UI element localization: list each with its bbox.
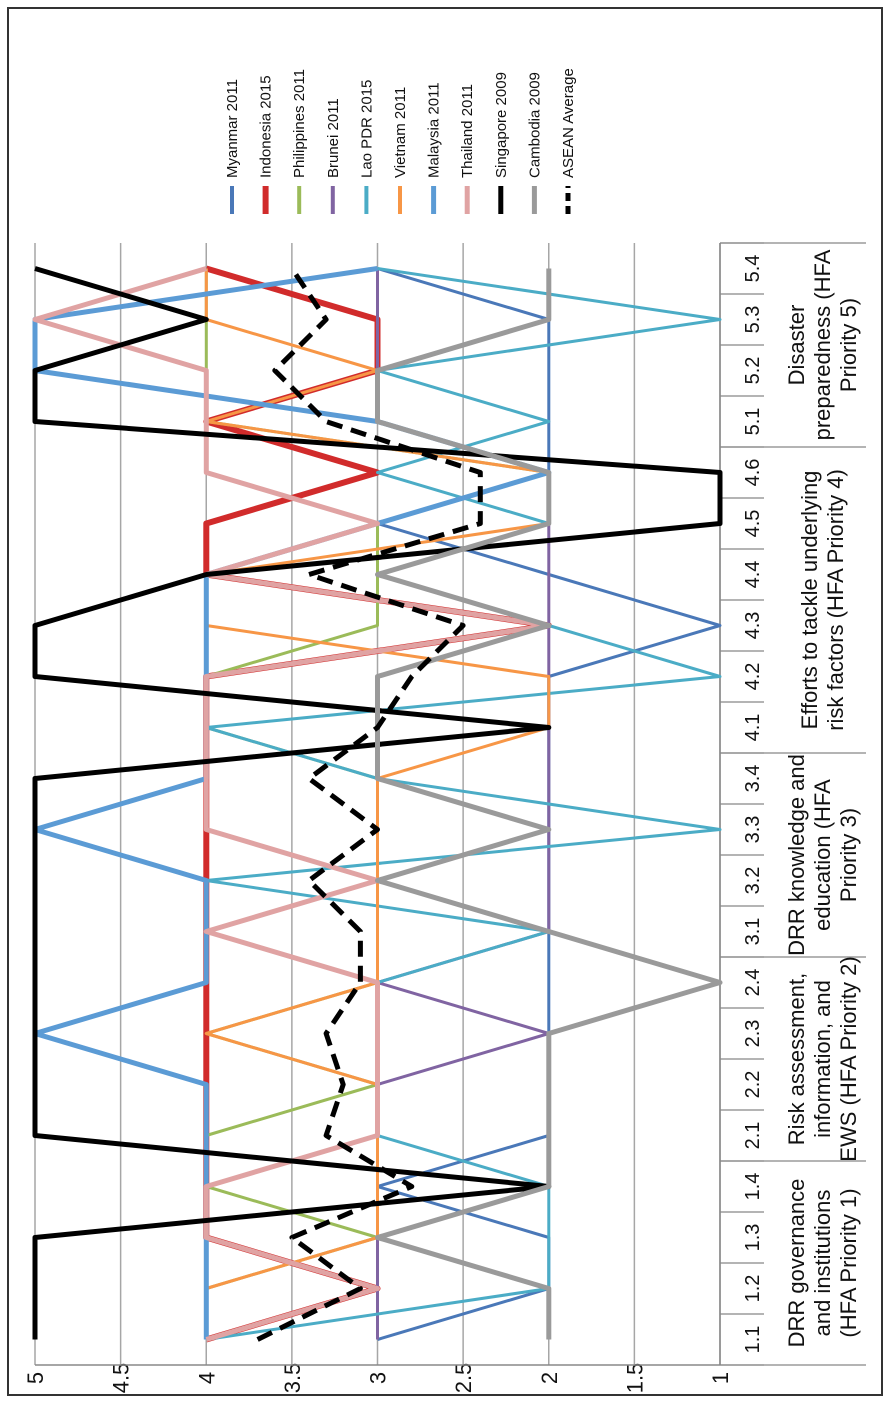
axis-layer: 1 1.5 2 2.5 3 3.5 4 4.5 5 1.1 1.2 1.3 1.4 2.1 2.2 2.3 2.… xyxy=(23,242,866,1394)
category-tick-label: 3.4 xyxy=(742,765,764,793)
category-group-label: DRR knowledge and xyxy=(784,754,809,956)
category-group-label: EWS (HFA Priority 2) xyxy=(836,956,861,1161)
series-line xyxy=(375,268,723,1340)
category-tick-label: 4.1 xyxy=(742,714,764,742)
value-axis-tick-label: 4.5 xyxy=(109,1363,134,1394)
legend-label: Cambodia 2009 xyxy=(526,72,543,178)
series-line xyxy=(256,267,483,1342)
legend: Myanmar 2011 Indonesia 2015 Philippines 20… xyxy=(224,68,577,214)
category-tick-label: 5.3 xyxy=(742,306,764,334)
value-axis-tick-label: 2 xyxy=(537,1372,562,1384)
category-tick-label: 4.2 xyxy=(742,663,764,691)
category-group-label: and institutions xyxy=(810,1190,835,1337)
legend-label: Vietnam 2011 xyxy=(392,87,409,178)
legend-label: Indonesia 2015 xyxy=(258,75,275,178)
category-tick-label: 4.5 xyxy=(742,510,764,538)
category-tick-label: 2.4 xyxy=(742,969,764,997)
category-tick-label: 1.2 xyxy=(742,1275,764,1303)
category-tick-label: 1.1 xyxy=(742,1326,764,1354)
category-tick-label: 2.2 xyxy=(742,1071,764,1099)
category-group-label: education (HFA xyxy=(810,779,835,931)
category-tick-label: 2.3 xyxy=(742,1020,764,1048)
value-axis-tick-label: 4 xyxy=(194,1372,219,1384)
category-tick-label: 5.4 xyxy=(742,255,764,283)
category-tick-label: 3.1 xyxy=(742,918,764,946)
value-axis-tick-label: 3 xyxy=(366,1372,391,1384)
category-tick-label: 5.2 xyxy=(742,357,764,385)
category-group-label: Efforts to tackle underlying xyxy=(797,471,822,730)
value-axis-tick-label: 1.5 xyxy=(622,1363,647,1394)
legend-label: ASEAN Average xyxy=(560,68,577,178)
legend-label: Brunei 2011 xyxy=(325,98,342,178)
category-tick-label: 3.2 xyxy=(742,867,764,895)
legend-label: Malaysia 2011 xyxy=(426,82,443,178)
series-layer xyxy=(32,265,723,1343)
category-group-label: Priority 5) xyxy=(836,298,861,392)
category-group-label: DRR governance xyxy=(784,1179,809,1348)
category-group-label: Disaster xyxy=(784,305,809,386)
category-group-label: preparedness (HFA xyxy=(810,249,835,440)
category-tick-label: 3.3 xyxy=(742,816,764,844)
value-axis-tick-label: 3.5 xyxy=(280,1363,305,1394)
category-tick-label: 4.3 xyxy=(742,612,764,640)
category-group-label: Risk assessment, xyxy=(784,973,809,1145)
value-axis-tick-label: 2.5 xyxy=(451,1363,476,1394)
category-group-label: information, and xyxy=(810,980,835,1138)
category-tick-label: 5.1 xyxy=(742,408,764,436)
category-tick-label: 4.6 xyxy=(742,459,764,487)
legend-label: Singapore 2009 xyxy=(493,72,510,178)
legend-label: Philippines 2011 xyxy=(291,69,308,178)
legend-label: Thailand 2011 xyxy=(459,84,476,178)
category-group-label: (HFA Priority 1) xyxy=(836,1188,861,1337)
value-axis-tick-label: 5 xyxy=(23,1372,48,1384)
category-group-label: risk factors (HFA Priority 4) xyxy=(823,469,848,731)
category-tick-label: 4.4 xyxy=(742,561,764,589)
value-axis-tick-label: 1 xyxy=(708,1372,733,1384)
series-line xyxy=(32,266,723,1340)
category-tick-label: 2.1 xyxy=(742,1122,764,1150)
legend-label: Lao PDR 2015 xyxy=(358,80,375,178)
legend-label: Myanmar 2011 xyxy=(224,79,241,178)
category-tick-label: 1.4 xyxy=(742,1173,764,1201)
category-tick-label: 1.3 xyxy=(742,1224,764,1252)
category-group-label: Priority 3) xyxy=(836,808,861,902)
